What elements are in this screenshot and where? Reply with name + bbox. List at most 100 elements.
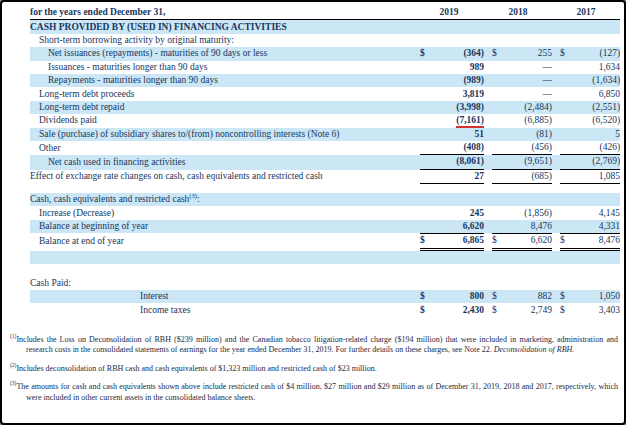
table-row: CASH PROVIDED BY (USED IN) FINANCING ACT… [30,20,620,33]
column-gap [552,114,560,127]
spacer-row [30,184,620,193]
row-label-text: Balance at end of year [39,236,124,246]
row-label: Income taxes [30,303,414,316]
dollar-sign-cell [492,155,505,169]
year-column-2019: 2019 [414,6,484,20]
table-row: Balance at end of year$6,865$6,620$8,476 [30,233,620,250]
row-label-text: Income taxes [140,305,190,315]
dollar-sign-cell: $ [492,290,505,303]
value-cell: (456) [505,141,552,155]
row-label: Effect of exchange rate changes on cash,… [30,170,414,184]
table-row: Cash, cash equivalents and restricted ca… [30,193,620,206]
footnote-1-italic: Deconsolidation of RBH. [494,345,575,354]
dollar-sign-cell [420,74,434,87]
value-cell: (6,885) [505,114,552,127]
table-row: Dividends paid(7,161)(6,885)(6,520) [30,114,620,127]
dollar-sign-cell: $ [492,233,505,250]
column-gap [484,87,492,100]
value-cell: (1,634) [573,74,620,87]
value-cell: 1,634 [573,61,620,74]
column-gap [484,303,492,316]
dollar-sign-cell [492,220,505,233]
dollar-sign-cell [560,114,573,127]
table-row: Repayments - maturities longer than 90 d… [30,74,620,87]
dollar-sign-cell [560,61,573,74]
row-label: Increase (Decrease) [30,206,414,219]
column-gap [552,303,560,316]
column-gap [552,74,560,87]
column-gap [484,101,492,114]
footnote-3: (3)The amounts for cash and cash equival… [10,382,618,403]
table-row: Sale (purchase) of subsidiary shares to/… [30,128,620,141]
financing-table-body: CASH PROVIDED BY (USED IN) FINANCING ACT… [30,20,620,316]
row-label-text: Short-term borrowing activity by origina… [39,35,234,45]
row-label: Cash Paid: [30,277,620,290]
dollar-sign-cell [420,170,434,184]
footnote-1: (1)Includes the Loss on Deconsolidation … [10,335,618,356]
table-row: Increase (Decrease)245(1,856)4,145 [30,206,620,219]
row-label: Repayments - maturities longer than 90 d… [30,74,414,87]
dollar-sign-cell: $ [420,47,434,60]
row-label: Cash, cash equivalents and restricted ca… [30,193,620,206]
footnote-2: (2)Includes deconsolidation of RBH cash … [10,364,618,375]
dollar-sign-cell: $ [420,290,434,303]
dollar-sign-cell [492,74,505,87]
value-cell: 3,403 [573,303,620,316]
row-label: Long-term debt repaid [30,101,414,114]
row-label: Net cash used in financing activities [30,155,414,169]
row-label-text: Interest [140,291,169,301]
row-label: Interest [30,290,414,303]
table-row: Income taxes$2,430$2,749$3,403 [30,303,620,316]
red-underlined-value: (7,161) [456,115,484,127]
row-label-text: Cash Paid: [30,278,71,288]
dollar-sign-cell: $ [420,303,434,316]
row-label-text: Repayments - maturities longer than 90 d… [48,75,218,85]
row-label: Sale (purchase) of subsidiary shares to/… [30,128,414,141]
column-gap [552,290,560,303]
column-gap [552,155,560,169]
dollar-sign-cell: $ [560,233,573,250]
value-cell: (2,551) [573,101,620,114]
column-gap [484,233,492,250]
value-cell: 882 [505,290,552,303]
row-label-text: Sale (purchase) of subsidiary shares to/… [39,129,340,139]
column-gap [484,170,492,184]
spacer-cell [30,184,620,193]
table-row: Balance at beginning of year6,6208,4764,… [30,220,620,233]
value-cell: (9,651) [505,155,552,169]
dollar-sign-cell [420,101,434,114]
year-column-2017: 2017 [552,6,620,20]
footnote-3-text: The amounts for cash and cash equivalent… [16,382,618,402]
value-cell: 6,620 [505,233,552,250]
spacer-cell [30,251,620,264]
value-cell: (989) [434,74,484,87]
row-label: CASH PROVIDED BY (USED IN) FINANCING ACT… [30,20,620,33]
row-label-text: Long-term debt repaid [39,102,124,112]
value-cell: — [505,87,552,100]
row-label-text: Balance at beginning of year [39,221,148,231]
dollar-sign-cell [560,206,573,219]
dollar-sign-cell [560,155,573,169]
value-cell: 27 [434,170,484,184]
table-row: Other(408)(456)(426) [30,141,620,155]
dollar-sign-cell: $ [492,303,505,316]
value-cell: (81) [505,128,552,141]
value-cell: 989 [434,61,484,74]
value-cell: 8,476 [573,233,620,250]
dollar-sign-cell [560,128,573,141]
column-gap [552,101,560,114]
column-gap [552,170,560,184]
footnotes-section: (1)Includes the Loss on Deconsolidation … [10,335,618,404]
dollar-sign-cell [420,114,434,127]
column-gap [484,47,492,60]
value-cell: 6,865 [434,233,484,250]
table-row: Net issuances (repayments) - maturities … [30,47,620,60]
column-gap [484,128,492,141]
dollar-sign-cell [560,220,573,233]
row-label-text: Issuances - maturities longer than 90 da… [48,62,207,72]
value-cell: — [505,74,552,87]
table-row: Effect of exchange rate changes on cash,… [30,170,620,184]
dollar-sign-cell [560,87,573,100]
row-label: Long-term debt proceeds [30,87,414,100]
value-cell: (408) [434,141,484,155]
